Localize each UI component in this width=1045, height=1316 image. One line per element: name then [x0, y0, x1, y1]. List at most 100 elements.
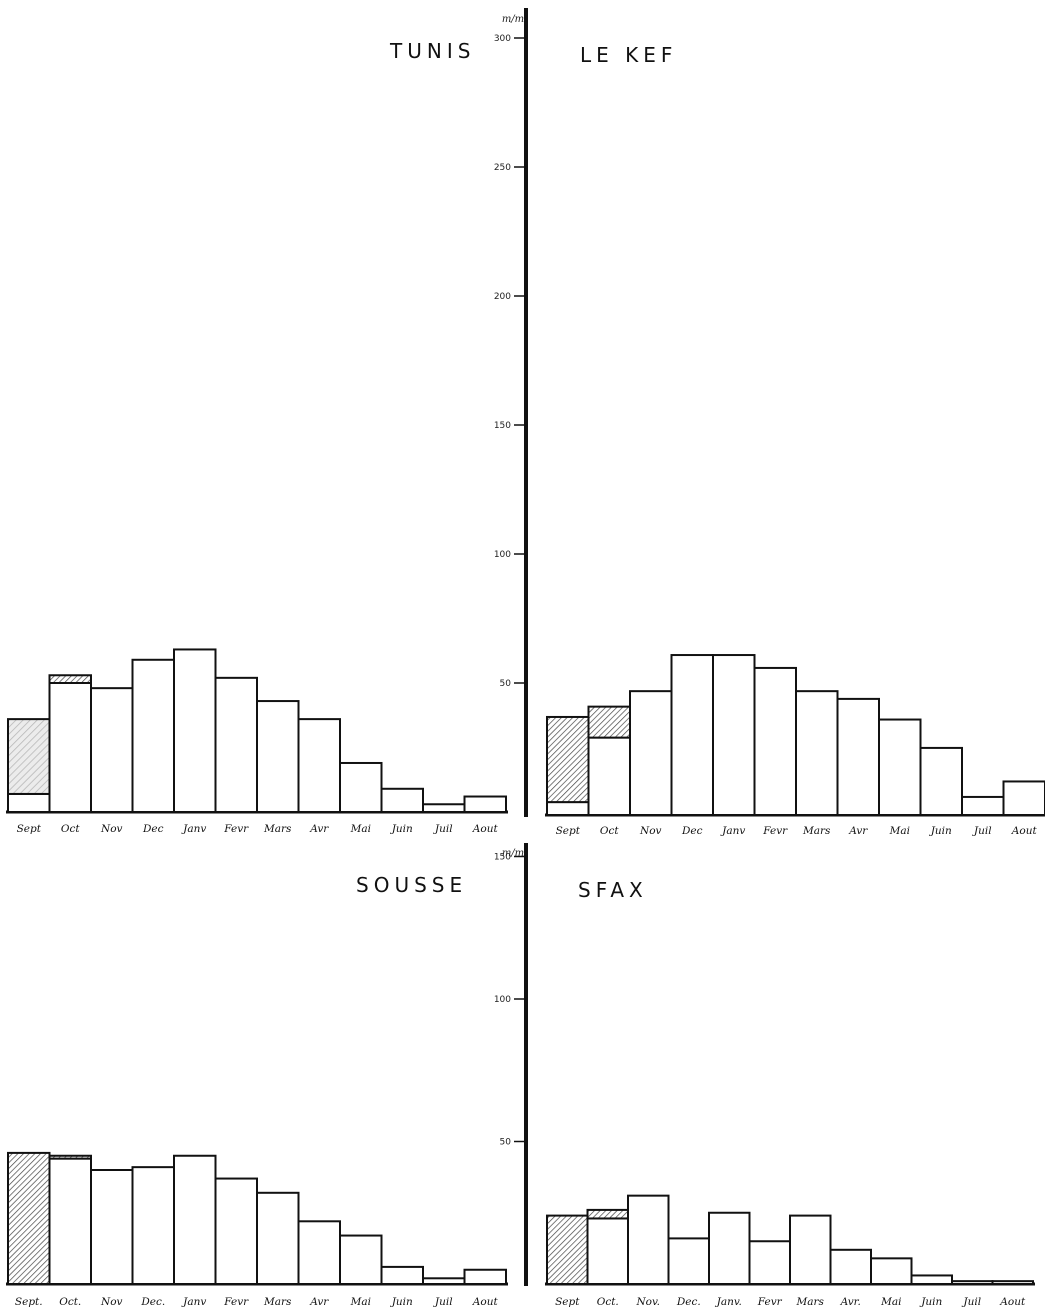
sfax-bar-10	[910, 1274, 953, 1285]
sfax-bar-5	[708, 1211, 751, 1285]
bottom-axis-tick-label-3: 150	[494, 853, 511, 863]
lekef-month-label-10: Juin	[929, 825, 952, 837]
tunis-bar-9	[339, 761, 383, 813]
sousse-month-label-1: Sept.	[15, 1296, 43, 1308]
lekef-bar-1	[546, 801, 590, 816]
lekef-month-label-12: Aout	[1011, 825, 1038, 837]
sfax-month-label-1: Sept	[555, 1296, 580, 1308]
sfax-bar-12	[991, 1280, 1034, 1286]
sfax-bar-6	[748, 1240, 791, 1285]
sousse-bar-4	[131, 1166, 175, 1286]
sfax-bar-3	[627, 1194, 670, 1286]
tunis-month-label-8: Avr	[309, 823, 329, 835]
sousse-bar-7	[256, 1191, 300, 1286]
sousse-month-label-5: Janv	[181, 1296, 206, 1308]
top-axis-tick-label-6: 300	[494, 34, 511, 44]
sousse-chart: Sept. Oct. Nov Dec. Janv Fevr Mars Avr Mai Juin Ju…	[6, 1151, 508, 1308]
lekef-month-label-6: Fevr	[762, 825, 788, 837]
top-axis-tick-label-1: 50	[500, 679, 512, 689]
sfax-bar-7	[789, 1214, 832, 1285]
tunis-bar-2	[48, 682, 92, 813]
sfax-bar-8	[829, 1248, 872, 1286]
sfax-month-label-7: Mars	[796, 1296, 825, 1308]
bottom-axis-tick-label-1: 50	[500, 1138, 512, 1148]
lekef-bar-6	[753, 666, 797, 816]
sfax-month-label-6: Fevr	[757, 1296, 783, 1308]
tunis-month-label-11: Juil	[433, 823, 453, 835]
bottom-axis-tick-label-2: 100	[494, 995, 511, 1005]
sfax-title: SFAX	[578, 878, 648, 902]
sfax-month-label-8: Avr.	[840, 1296, 861, 1308]
sousse-bar-3	[90, 1169, 134, 1285]
lekef-month-label-2: Oct	[600, 825, 619, 837]
sousse-bar-10	[380, 1265, 424, 1286]
sfax-month-label-4: Dec.	[676, 1296, 701, 1308]
lekef-bar-10	[919, 746, 963, 816]
sfax-bar-2	[586, 1217, 629, 1285]
sousse-month-label-12: Aout	[472, 1296, 499, 1308]
tunis-title: TUNIS	[389, 39, 475, 63]
sousse-title: SOUSSE	[356, 873, 467, 897]
tunis-bar-1	[7, 792, 51, 814]
sousse-bar-6	[214, 1177, 258, 1286]
sousse-hatched-bar-2	[48, 1154, 92, 1160]
sousse-month-label-4: Dec.	[140, 1296, 165, 1308]
tunis-bar-8	[297, 718, 341, 813]
tunis-bar-7	[256, 700, 300, 813]
lekef-bar-3	[629, 690, 673, 816]
sousse-month-label-10: Juin	[390, 1296, 413, 1308]
sousse-month-label-7: Mars	[263, 1296, 292, 1308]
tunis-hatched-bar-2	[48, 674, 92, 685]
tunis-chart: Sept Oct Nov Dec Janv Fevr Mars Avr Mai Juin Juil A…	[6, 648, 508, 835]
top-axis-tick-label-5: 250	[494, 163, 511, 173]
lekef-bar-2	[587, 736, 631, 816]
sfax-month-label-12: Aout	[999, 1296, 1026, 1308]
sfax-hatched-bar-2	[586, 1208, 629, 1220]
sousse-bar-5	[173, 1154, 217, 1285]
sousse-bar-11	[422, 1277, 466, 1286]
tunis-bar-5	[173, 648, 217, 814]
lekef-month-label-5: Janv	[720, 825, 745, 837]
tunis-month-label-7: Mars	[263, 823, 292, 835]
bottom-axis-unit-label: m/m	[502, 848, 524, 859]
tunis-bar-12	[463, 795, 507, 814]
lekef-bar-8	[836, 697, 880, 817]
sousse-month-label-6: Fevr	[223, 1296, 249, 1308]
sfax-chart: Sept Oct. Nov. Dec. Janv. Fevr Mars Avr. Mai Juin…	[545, 1194, 1035, 1308]
sfax-month-label-3: Nov.	[635, 1296, 660, 1308]
sfax-month-label-5: Janv.	[715, 1296, 742, 1308]
top-axis-tick-label-4: 200	[494, 292, 511, 302]
lekef-hatched-bar-1	[546, 715, 590, 804]
lekef-bar-7	[795, 690, 839, 816]
lekef-bar-5	[712, 654, 756, 816]
lekef-hatched-bar-2	[587, 705, 631, 739]
tunis-month-label-1: Sept	[17, 823, 42, 835]
tunis-month-label-4: Dec	[142, 823, 164, 835]
top-scale-axis: 50 100 150 200 250 300 m/m	[494, 14, 526, 689]
tunis-bar-10	[380, 787, 424, 814]
tunis-hatched-bar-1	[7, 718, 51, 795]
tunis-month-label-6: Fevr	[223, 823, 249, 835]
sousse-bar-2	[48, 1157, 92, 1285]
sousse-bar-8	[297, 1220, 341, 1286]
lekef-month-label-4: Dec	[681, 825, 703, 837]
sfax-month-label-9: Mai	[880, 1296, 901, 1308]
top-axis-unit-label: m/m	[502, 14, 524, 25]
top-axis-tick-label-2: 100	[494, 550, 511, 560]
sfax-month-label-11: Juil	[961, 1296, 981, 1308]
sfax-bar-9	[870, 1257, 913, 1285]
sfax-bar-11	[951, 1280, 994, 1286]
tunis-month-label-12: Aout	[472, 823, 499, 835]
sousse-hatched-bar-1	[7, 1151, 51, 1286]
lekef-month-label-11: Juil	[972, 825, 992, 837]
tunis-month-label-10: Juin	[390, 823, 413, 835]
tunis-bar-6	[214, 676, 258, 814]
tunis-month-label-2: Oct	[61, 823, 80, 835]
sousse-bar-12	[463, 1268, 507, 1285]
sfax-month-label-10: Juin	[919, 1296, 942, 1308]
lekef-bar-11	[961, 795, 1005, 817]
tunis-bar-4	[131, 658, 175, 814]
tunis-bar-11	[422, 803, 466, 814]
